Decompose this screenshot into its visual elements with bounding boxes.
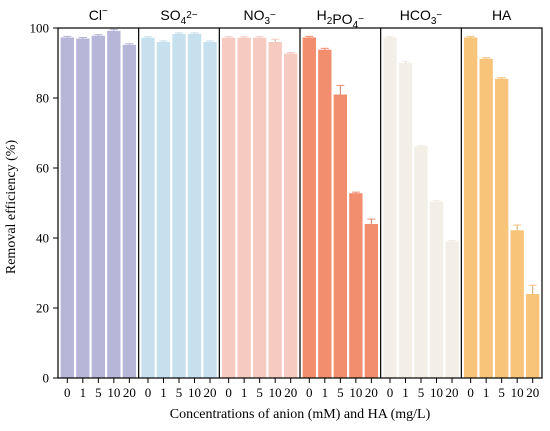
bar-4-2 <box>414 146 428 378</box>
panel-title-text: NO <box>243 7 264 23</box>
x-tick-label: 5 <box>95 385 102 400</box>
x-tick-label: 0 <box>306 385 313 400</box>
panel-title-superscript: − <box>102 6 108 17</box>
panel-title-5: HA <box>492 7 512 23</box>
bar-1-2 <box>172 33 186 378</box>
x-tick-label: 5 <box>418 385 425 400</box>
bar-4-1 <box>398 63 413 378</box>
bar-3-3 <box>349 193 363 378</box>
x-tick-label: 10 <box>430 385 443 400</box>
bar-1-0 <box>141 37 155 379</box>
x-tick-label: 10 <box>107 385 120 400</box>
panel-title-1: SO42− <box>160 7 197 27</box>
x-tick-label: 5 <box>337 385 344 400</box>
x-tick-label: 0 <box>387 385 394 400</box>
y-tick-label: 100 <box>30 21 50 36</box>
panel-title-superscript: − <box>436 10 442 21</box>
panel-title-0: Cl− <box>89 6 108 23</box>
bar-2-4 <box>284 53 298 379</box>
x-tick-label: 20 <box>123 385 136 400</box>
bar-5-0 <box>463 37 478 378</box>
x-tick-label: 20 <box>204 385 217 400</box>
panel-title-text: HCO <box>400 7 431 23</box>
x-tick-label: 10 <box>269 385 282 400</box>
panel-title-subscript: 2 <box>327 16 333 27</box>
text-layer: Removal efficiency (%) Concentrations of… <box>4 6 539 422</box>
x-tick-label: 10 <box>511 385 524 400</box>
x-tick-label: 5 <box>498 385 505 400</box>
bar-1-1 <box>156 42 171 378</box>
y-tick-label: 20 <box>36 301 49 316</box>
panel-title-text: HA <box>492 7 512 23</box>
bar-0-3 <box>107 30 121 379</box>
panel-title-subscript: 3 <box>264 16 270 27</box>
y-tick-label: 40 <box>36 231 49 246</box>
x-tick-label: 0 <box>467 385 474 400</box>
y-tick-label: 80 <box>36 91 49 106</box>
bar-5-1 <box>479 58 493 379</box>
bar-1-4 <box>203 42 217 378</box>
panel-title-4: HCO3− <box>400 7 443 27</box>
bar-0-4 <box>122 44 137 379</box>
bar-2-3 <box>268 42 282 378</box>
x-tick-label: 0 <box>64 385 71 400</box>
x-tick-label: 1 <box>402 385 409 400</box>
bar-5-2 <box>494 78 509 378</box>
x-tick-label: 20 <box>284 385 297 400</box>
panel-title-3: H2PO4− <box>317 7 364 31</box>
bar-4-3 <box>429 201 444 378</box>
x-tick-label: 1 <box>322 385 329 400</box>
x-tick-label: 20 <box>526 385 539 400</box>
plot-frame <box>57 27 543 379</box>
bar-0-1 <box>76 38 90 378</box>
x-tick-label: 10 <box>188 385 201 400</box>
panel-title-subscript: 4 <box>353 20 359 31</box>
x-tick-label: 5 <box>176 385 183 400</box>
x-tick-label: 20 <box>365 385 378 400</box>
x-axis-label: Concentrations of anion (mM) and HA (mg/… <box>170 407 431 422</box>
bar-3-4 <box>364 224 379 378</box>
panel-title-text: SO <box>160 7 180 23</box>
x-tick-label: 1 <box>160 385 167 400</box>
panel-title-text: Cl <box>89 7 102 23</box>
bar-2-0 <box>221 37 236 379</box>
bar-5-3 <box>510 230 524 378</box>
bar-4-4 <box>445 241 459 378</box>
panel-title-superscript: 2− <box>186 10 198 21</box>
x-tick-label: 0 <box>225 385 232 400</box>
bar-4-0 <box>383 37 397 378</box>
panel-title-text: H <box>317 7 327 23</box>
x-tick-label: 1 <box>483 385 490 400</box>
panel-title-superscript: − <box>358 14 364 25</box>
y-tick-label: 0 <box>43 371 50 386</box>
y-axis-label: Removal efficiency (%) <box>4 140 19 275</box>
bar-3-2 <box>333 94 348 378</box>
x-tick-label: 1 <box>241 385 248 400</box>
x-tick-label: 0 <box>145 385 152 400</box>
bar-1-3 <box>187 33 202 378</box>
panel-title-subscript: 4 <box>181 16 187 27</box>
bar-5-4 <box>526 294 540 378</box>
bar-0-2 <box>91 35 106 378</box>
bar-2-1 <box>237 37 251 379</box>
bar-0-0 <box>60 37 74 378</box>
bar-3-1 <box>318 49 332 378</box>
x-tick-label: 10 <box>349 385 362 400</box>
frame-layer <box>53 27 543 383</box>
panel-title-superscript: − <box>270 10 276 21</box>
panel-title-subscript: 3 <box>431 16 437 27</box>
bar-2-2 <box>252 37 267 379</box>
x-tick-label: 20 <box>446 385 459 400</box>
panel-title-text: PO <box>332 11 352 27</box>
bar-3-0 <box>302 37 316 378</box>
bars-layer <box>60 28 540 379</box>
panel-title-2: NO3− <box>243 7 276 27</box>
x-tick-label: 1 <box>80 385 87 400</box>
x-tick-label: 5 <box>256 385 263 400</box>
y-tick-label: 60 <box>36 161 49 176</box>
